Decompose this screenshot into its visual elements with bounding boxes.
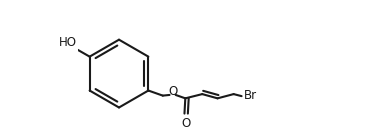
Text: Br: Br xyxy=(244,89,257,102)
Text: O: O xyxy=(168,85,177,98)
Text: HO: HO xyxy=(59,36,77,49)
Text: O: O xyxy=(182,117,191,130)
